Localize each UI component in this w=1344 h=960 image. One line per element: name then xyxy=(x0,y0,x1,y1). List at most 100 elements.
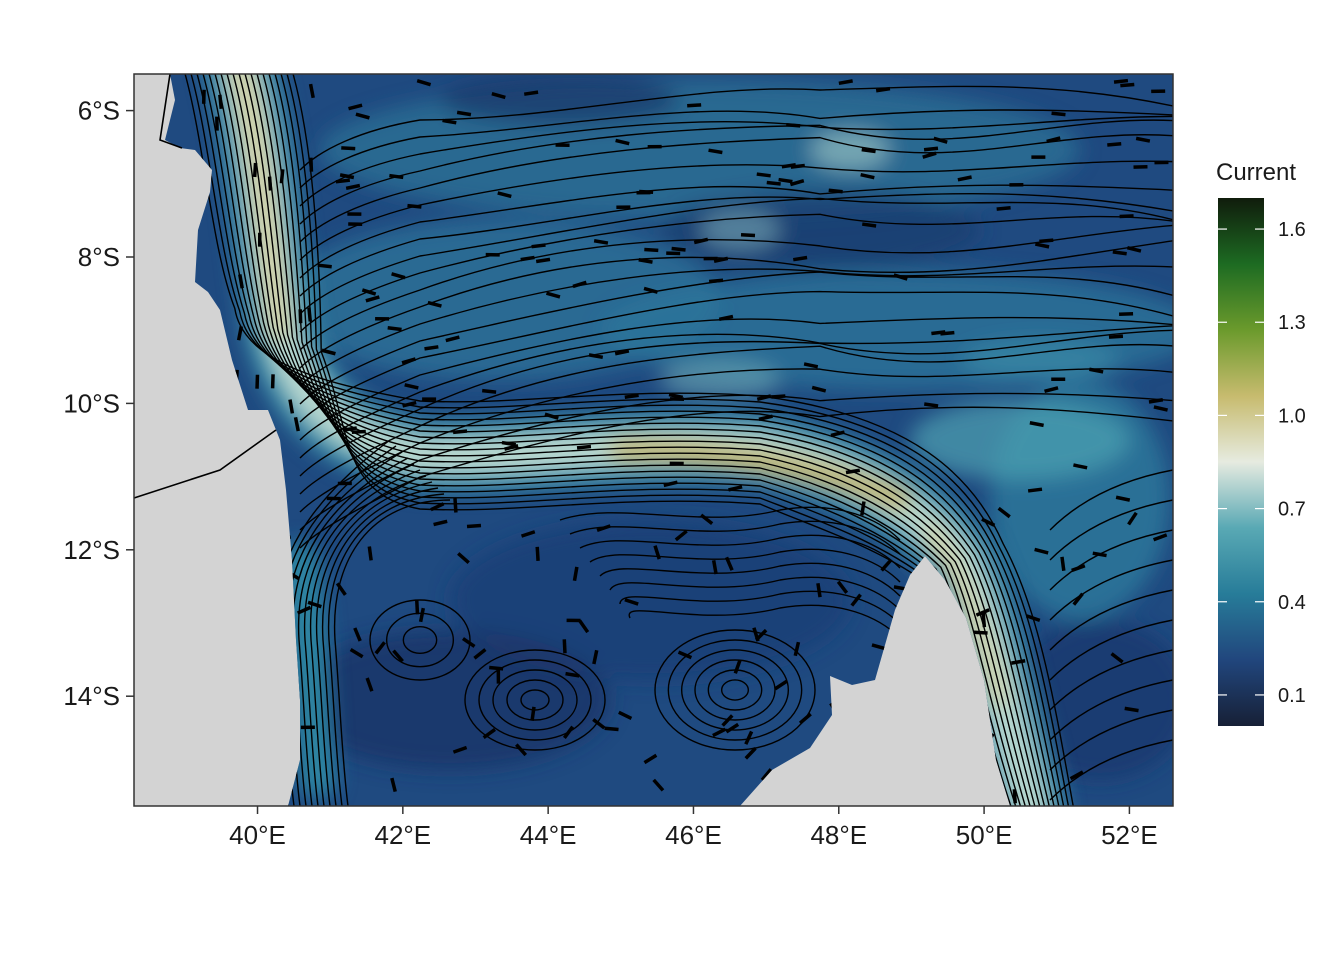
streamline xyxy=(1049,469,1173,531)
current-arrow xyxy=(671,246,686,252)
current-arrow xyxy=(482,388,497,394)
current-arrow xyxy=(997,506,1011,519)
current-arrow xyxy=(307,600,322,609)
streamline xyxy=(680,649,790,731)
current-arrow xyxy=(1135,136,1151,143)
current-arrow xyxy=(293,416,300,432)
current-arrow xyxy=(652,778,665,792)
current-arrow xyxy=(643,286,658,294)
current-arrow xyxy=(592,718,606,730)
current-arrow xyxy=(1039,238,1054,244)
longitude-axis: 40°E 42°E 44°E 46°E 48°E 50°E 52°E xyxy=(229,806,1158,850)
streamline xyxy=(195,74,1065,806)
current-arrow xyxy=(744,730,754,745)
current-arrow xyxy=(392,649,404,663)
lon-tick-label: 46°E xyxy=(665,820,722,850)
streamline xyxy=(299,224,1173,351)
streamline xyxy=(299,109,1173,189)
current-arrow xyxy=(504,444,519,451)
current-arrow xyxy=(236,326,244,341)
streamline xyxy=(492,669,578,731)
current-arrow xyxy=(653,545,661,560)
streamline xyxy=(299,192,1173,297)
ocean-current-field xyxy=(165,74,1173,806)
current-arrow xyxy=(708,278,724,284)
streamline xyxy=(255,74,1017,806)
current-arrow xyxy=(1029,421,1044,428)
current-arrow xyxy=(345,183,361,191)
current-arrows xyxy=(183,78,1169,804)
current-arrow xyxy=(520,255,535,262)
current-arrow xyxy=(562,725,575,739)
streamline xyxy=(589,548,901,583)
current-arrow xyxy=(1051,111,1066,117)
legend: Current 0.1 0.4 0.7 1.0 1.3 1.6 xyxy=(1216,159,1306,726)
streamline xyxy=(1049,529,1173,591)
current-arrow xyxy=(415,600,420,615)
current-arrow xyxy=(614,349,630,356)
current-arrow xyxy=(427,300,442,308)
current-arrow xyxy=(473,648,487,660)
streamline xyxy=(478,659,592,741)
current-arrow xyxy=(674,529,688,542)
current-arrow xyxy=(638,258,653,264)
current-arrow xyxy=(430,502,445,512)
current-arrow xyxy=(1011,659,1026,665)
current-arrow xyxy=(593,239,609,245)
current-arrow xyxy=(1034,547,1049,555)
current-arrow xyxy=(497,191,512,199)
current-arrow xyxy=(588,353,604,360)
current-arrow xyxy=(644,247,659,253)
streamline xyxy=(299,406,1173,549)
current-arrow xyxy=(931,330,946,336)
current-arrow xyxy=(562,639,567,654)
current-arrow xyxy=(1124,706,1139,713)
current-arrow xyxy=(677,650,693,660)
lat-tick-label: 6°S xyxy=(78,96,120,126)
current-arrow xyxy=(604,726,619,732)
streamline xyxy=(321,487,439,806)
current-arrow xyxy=(353,627,362,642)
current-arrow xyxy=(845,468,861,475)
current-arrow xyxy=(424,345,439,351)
current-arrow xyxy=(442,118,457,125)
current-arrow xyxy=(1089,367,1104,374)
current-arrow xyxy=(880,558,893,572)
current-arrow xyxy=(803,362,819,369)
current-arrow xyxy=(218,94,223,109)
streamline xyxy=(297,463,415,806)
current-arrow xyxy=(760,768,773,782)
lon-tick-label: 42°E xyxy=(374,820,431,850)
current-arrow xyxy=(387,326,402,332)
streamline xyxy=(201,74,1060,806)
lon-tick-label: 50°E xyxy=(956,820,1013,850)
current-arrow xyxy=(774,679,788,691)
current-arrow xyxy=(317,263,332,269)
current-arrow xyxy=(433,519,448,527)
current-arrow xyxy=(309,157,314,172)
streamline xyxy=(333,499,451,806)
streamline xyxy=(569,520,901,555)
current-arrow xyxy=(740,232,756,238)
streamline xyxy=(628,604,901,639)
current-arrow xyxy=(725,722,740,734)
current-arrow xyxy=(838,79,853,86)
current-arrow xyxy=(1044,386,1059,394)
current-arrow xyxy=(724,556,734,571)
current-arrow xyxy=(786,123,801,128)
streamline xyxy=(579,534,901,569)
current-arrow xyxy=(756,172,771,178)
current-arrow xyxy=(793,641,801,657)
streamline xyxy=(1049,619,1173,681)
streamline xyxy=(520,689,550,711)
streamline xyxy=(619,590,901,625)
current-arrow xyxy=(545,291,561,299)
streamline xyxy=(183,74,1074,806)
current-arrow xyxy=(828,188,843,194)
streamline xyxy=(299,115,1173,207)
legend-tick-label: 0.7 xyxy=(1278,499,1306,521)
current-arrow xyxy=(482,728,497,740)
current-arrow xyxy=(361,288,377,296)
current-arrow xyxy=(973,630,988,635)
current-arrow xyxy=(489,665,504,671)
